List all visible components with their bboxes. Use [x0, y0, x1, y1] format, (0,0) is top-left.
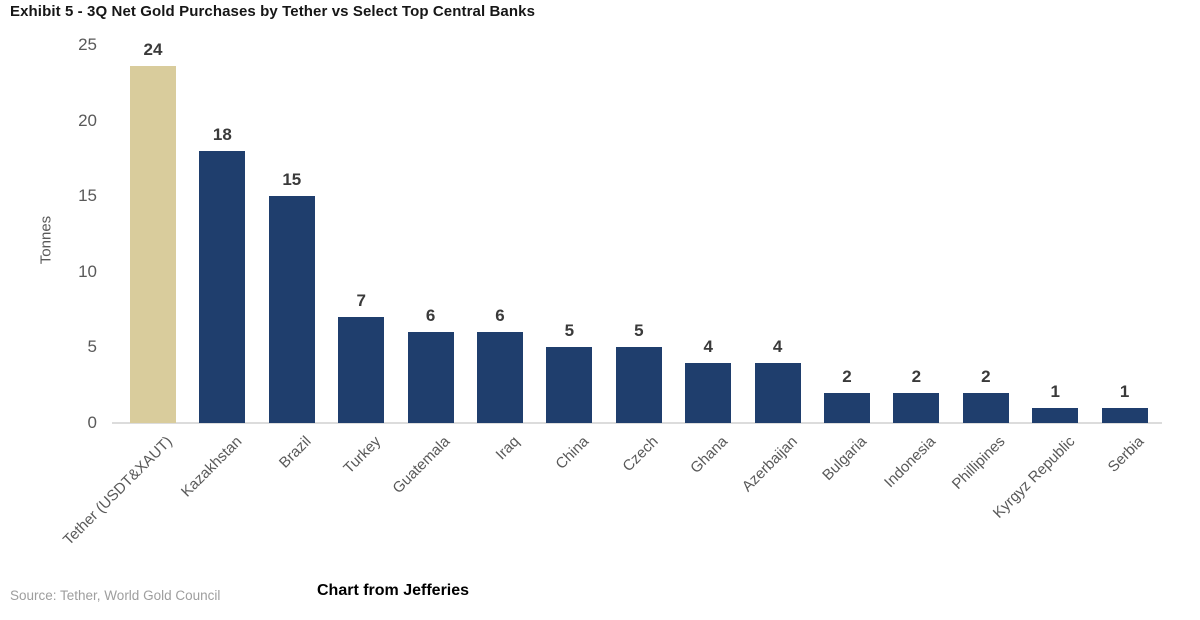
- x-axis-label-tether-usdt-xaut: Tether (USDT&XAUT): [60, 433, 177, 549]
- plot-area: 24 18 15 7 6 6 5 5 4 4 2 2 2 1 1: [112, 40, 1162, 424]
- bar-turkey: [338, 317, 385, 423]
- bar-bulgaria: [824, 392, 870, 423]
- x-axis-label-guatemala: Guatemala: [389, 433, 454, 497]
- x-axis-label-phillipines: Phillipines: [949, 433, 1009, 493]
- bar-value-label-kazakhstan: 18: [212, 124, 232, 144]
- bar-value-label-czech: 5: [634, 321, 644, 341]
- bar-value-label-bulgaria: 2: [842, 366, 852, 386]
- bar-value-label-serbia: 1: [1119, 381, 1130, 401]
- bar-azerbaijan: [754, 362, 801, 423]
- bar-iraq: [477, 332, 523, 423]
- chart-title: Exhibit 5 - 3Q Net Gold Purchases by Tet…: [10, 3, 536, 20]
- bar-value-label-iraq: 6: [495, 306, 505, 326]
- bar-kazakhstan: [199, 150, 246, 423]
- y-tick-label-15: 15: [78, 186, 97, 206]
- bar-guatemala: [407, 332, 454, 423]
- bar-brazil: [268, 196, 315, 423]
- y-tick-label-5: 5: [87, 337, 97, 357]
- x-axis-label-azerbaijan: Azerbaijan: [738, 433, 801, 496]
- y-tick-label-0: 0: [87, 413, 97, 432]
- bar-value-label-tether-usdt-xaut: 24: [143, 40, 163, 60]
- y-tick-label-20: 20: [78, 110, 97, 130]
- bar-value-label-brazil: 15: [282, 170, 302, 190]
- bar-value-label-guatemala: 6: [425, 306, 436, 326]
- bar-serbia: [1101, 407, 1148, 423]
- bar-tether-usdt-xaut: [130, 66, 176, 423]
- x-axis-label-indonesia: Indonesia: [881, 433, 940, 492]
- y-tick-label-25: 25: [78, 35, 97, 54]
- chart-caption: Chart from Jefferies: [317, 582, 470, 599]
- x-axis-label-kyrgyz-republic: Kyrgyz Republic: [989, 433, 1079, 522]
- y-axis-tick-labels: 0 5 10 15 20 25: [40, 0, 97, 440]
- bar-czech: [615, 347, 662, 423]
- x-axis-label-kazakhstan: Kazakhstan: [177, 433, 246, 501]
- bar-value-label-indonesia: 2: [911, 366, 922, 386]
- y-tick-label-10: 10: [78, 261, 97, 281]
- source-note: Source: Tether, World Gold Council: [10, 588, 221, 603]
- bar-ghana: [685, 362, 732, 423]
- bar-value-label-azerbaijan: 4: [772, 336, 783, 356]
- bar-value-label-turkey: 7: [356, 291, 366, 311]
- bar-phillipines: [962, 392, 1009, 423]
- bar-kyrgyz-republic: [1032, 407, 1079, 423]
- bar-value-label-ghana: 4: [703, 336, 713, 356]
- x-axis-line: [112, 422, 1162, 424]
- bar-indonesia: [893, 392, 940, 423]
- bar-china: [546, 347, 593, 423]
- bar-value-label-phillipines: 2: [981, 366, 991, 386]
- bar-value-label-china: 5: [564, 321, 575, 341]
- bar-value-label-kyrgyz-republic: 1: [1050, 381, 1060, 401]
- x-axis-label-bulgaria: Bulgaria: [819, 433, 871, 484]
